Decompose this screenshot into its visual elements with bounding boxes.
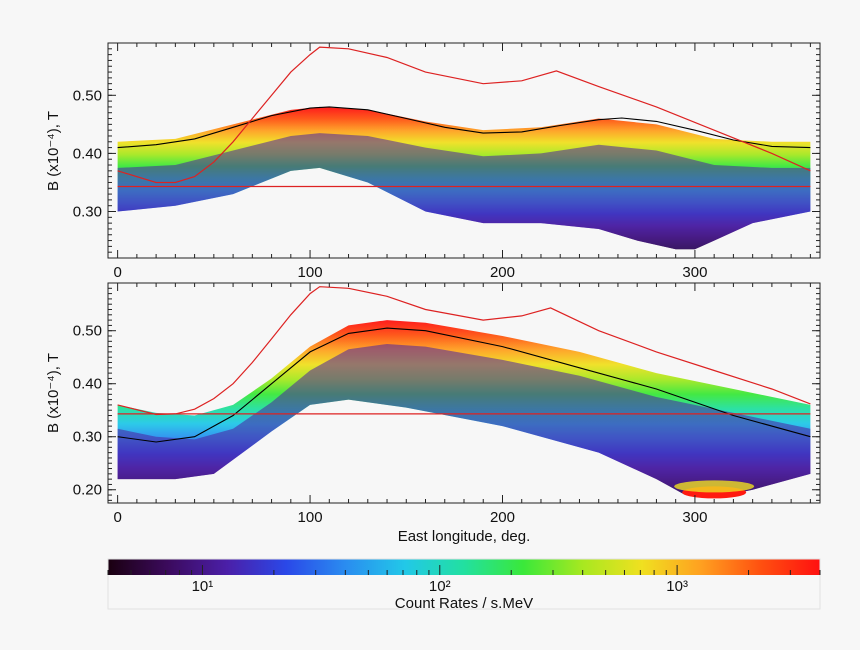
bottom-x-tick-label: 300 — [682, 509, 707, 526]
top-x-tick-label: 200 — [490, 264, 515, 281]
top-y-tick-label: 0.30 — [73, 204, 102, 221]
bottom-x-tick-label: 200 — [490, 509, 515, 526]
bottom-x-tick-label: 100 — [298, 509, 323, 526]
colorbar-title: Count Rates / s.MeV — [395, 595, 533, 612]
top-curves — [117, 46, 811, 188]
bottom-x-tick-label: 0 — [113, 509, 121, 526]
bottom-curves — [117, 286, 811, 443]
bottom-heat-core — [117, 343, 811, 498]
top-red-upper-curve — [117, 46, 811, 184]
colorbar-tick-label: 10³ — [666, 578, 688, 595]
top-panel: 0 100 200 300 0.30 0.40 0.50 B (x10⁻⁴), T — [45, 42, 821, 281]
top-y-axis-title: B (x10⁻⁴), T — [45, 111, 62, 191]
bottom-y-tick-label: 0.30 — [73, 429, 102, 446]
top-y-tick-label: 0.40 — [73, 145, 102, 162]
bottom-black-curve — [117, 327, 811, 443]
top-x-tick-label: 100 — [298, 264, 323, 281]
bottom-heat-hotspot-halo — [674, 480, 755, 493]
bottom-heatmap — [117, 320, 811, 499]
colorbar-frame — [107, 558, 821, 610]
bottom-y-tick-label: 0.50 — [73, 323, 102, 340]
bottom-y-tick-label: 0.20 — [73, 482, 102, 499]
bottom-y-tick-label: 0.40 — [73, 376, 102, 393]
colorbar-gradient — [108, 559, 820, 575]
x-axis-title: East longitude, deg. — [398, 528, 531, 545]
colorbar-ticks: 10¹ 10² 10³ — [107, 565, 821, 595]
colorbar-tick-label: 10¹ — [192, 578, 214, 595]
top-x-tick-label: 0 — [113, 264, 121, 281]
colorbar: 10¹ 10² 10³ Count Rates / s.MeV — [107, 558, 821, 612]
bottom-red-upper-curve — [117, 286, 811, 416]
colorbar-tick-label: 10² — [429, 578, 451, 595]
top-x-tick-label: 300 — [682, 264, 707, 281]
top-y-tick-label: 0.50 — [73, 87, 102, 104]
bottom-y-axis-title: B (x10⁻⁴), T — [45, 353, 62, 433]
top-black-curve — [117, 106, 811, 149]
top-heat-core — [117, 133, 811, 250]
bottom-axis-ticks: 0 100 200 300 0.20 0.30 0.40 0.50 — [73, 283, 820, 526]
top-axis-ticks: 0 100 200 300 0.30 0.40 0.50 — [73, 43, 820, 281]
top-heatmap — [117, 106, 811, 250]
